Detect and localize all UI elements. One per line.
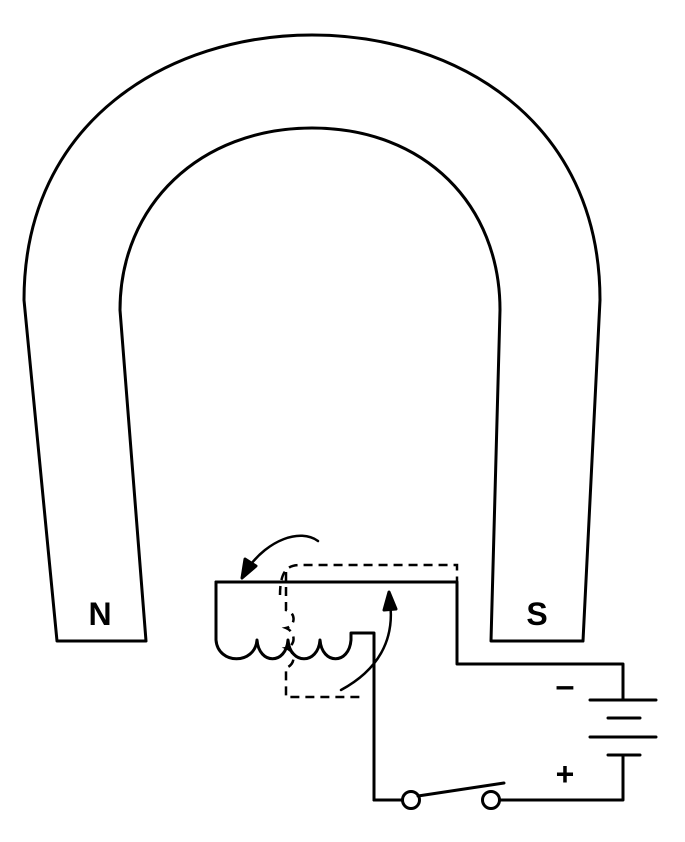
rotated-armature-outline — [278, 563, 459, 596]
rotated-coil-outline — [281, 572, 362, 699]
battery-positive-label: + — [556, 756, 575, 792]
horseshoe-magnet — [22, 33, 602, 643]
rotation-arrow-top — [246, 534, 320, 570]
rotation-arrow-bottom — [339, 600, 393, 692]
switch-terminal-left — [401, 790, 421, 810]
rotation-arrow-bottom-head — [382, 590, 398, 612]
north-pole-label: N — [88, 596, 111, 632]
rotation-arrow-top-head — [240, 557, 258, 580]
switch-lever — [416, 781, 506, 798]
armature-bar — [214, 580, 625, 702]
switch-terminal-right — [481, 790, 501, 810]
circuit-wire — [372, 753, 625, 802]
coil-windings — [214, 580, 376, 802]
south-pole-label: S — [526, 596, 547, 632]
battery-negative-label: – — [556, 667, 575, 705]
